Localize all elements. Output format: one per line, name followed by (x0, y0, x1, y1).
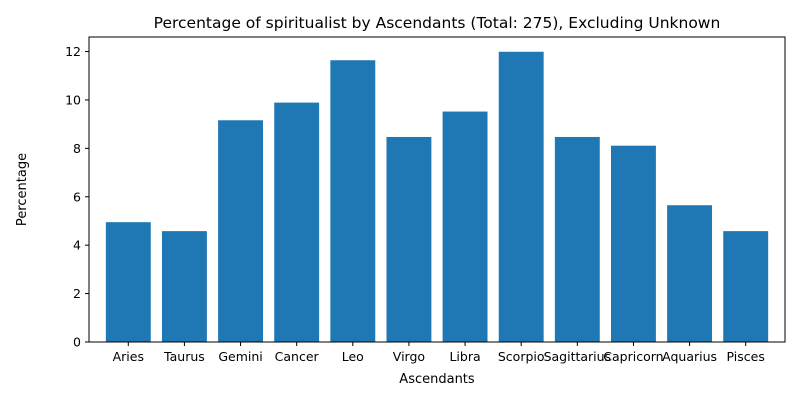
bar-pisces (723, 231, 769, 342)
bar-leo (330, 60, 376, 342)
bar-sagittarius (554, 136, 600, 342)
x-tick-label: Virgo (393, 349, 425, 364)
x-tick-label: Libra (449, 349, 480, 364)
bar-libra (442, 111, 488, 342)
y-tick-label: 8 (73, 141, 81, 156)
y-tick-label: 4 (73, 238, 81, 253)
x-axis-ticks: Aries Taurus Gemini Cancer Leo Virgo Libra Scor… (113, 342, 765, 364)
y-tick-label: 6 (73, 189, 81, 204)
bar-scorpio (498, 51, 544, 343)
axes-frame (88, 36, 786, 343)
x-tick-label: Pisces (727, 349, 765, 364)
y-tick-label: 2 (73, 286, 81, 301)
x-tick-label: Leo (342, 349, 364, 364)
x-tick-label: Sagittarius (544, 349, 612, 364)
x-tick-label: Gemini (218, 349, 262, 364)
bar-taurus (161, 231, 207, 342)
y-tick-label: 0 (73, 335, 81, 350)
x-tick-label: Taurus (163, 349, 205, 364)
x-tick-label: Scorpio (498, 349, 545, 364)
x-tick-label: Capricorn (603, 349, 663, 364)
x-tick-label: Cancer (275, 349, 320, 364)
x-axis-label: Ascendants (399, 372, 475, 387)
y-axis-ticks: 0 2 4 6 8 10 12 (65, 44, 89, 350)
bar-virgo (386, 136, 432, 342)
y-tick-label: 10 (65, 92, 81, 107)
chart-title: Percentage of spiritualist by Ascendants… (154, 14, 721, 32)
x-tick-label: Aquarius (662, 349, 717, 364)
x-tick-label: Aries (113, 349, 144, 364)
bar-aquarius (667, 205, 713, 342)
bars-group (105, 51, 769, 343)
bar-cancer (274, 102, 320, 342)
y-axis-label: Percentage (15, 153, 30, 226)
y-tick-label: 12 (65, 44, 81, 59)
bar-capricorn (611, 145, 656, 342)
bar-gemini (218, 120, 263, 343)
bar-aries (105, 222, 151, 342)
